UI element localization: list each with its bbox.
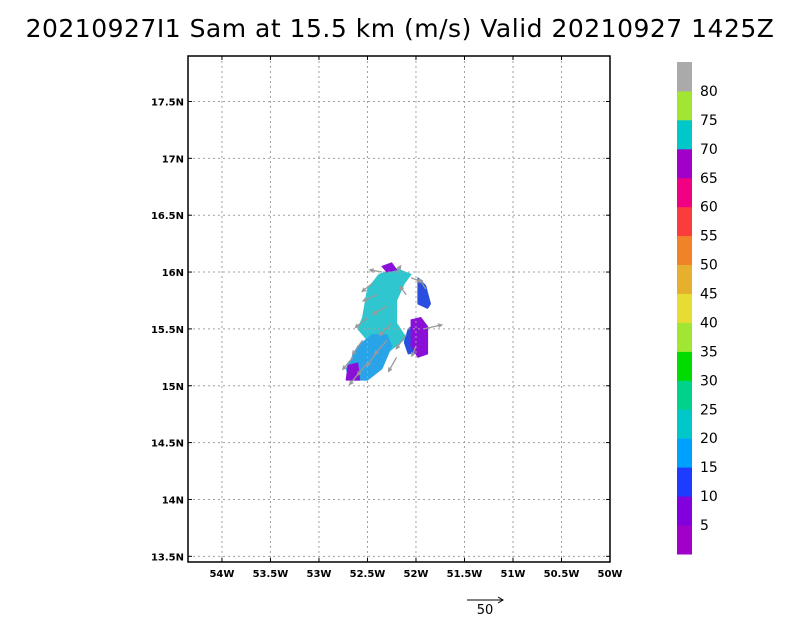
tick-label-x: 52.5W bbox=[350, 569, 386, 580]
tick-label-y: 14.5N bbox=[151, 439, 184, 450]
wind-vector bbox=[395, 334, 407, 349]
reference-vector: 50 bbox=[467, 596, 504, 618]
tick-label-x: 51W bbox=[501, 569, 526, 580]
colorbar-label: 60 bbox=[700, 200, 718, 216]
chart-title: 20210927I1 Sam at 15.5 km (m/s) Valid 20… bbox=[25, 14, 775, 43]
reference-label: 50 bbox=[477, 603, 494, 618]
colorbar-label: 5 bbox=[700, 518, 709, 534]
wind-vector-head bbox=[378, 331, 384, 337]
wind-vector-head bbox=[387, 367, 393, 373]
wind-area bbox=[381, 262, 398, 273]
wind-vector-head bbox=[396, 264, 402, 271]
colorbar-label: 80 bbox=[700, 84, 718, 100]
colorbar-label: 55 bbox=[700, 229, 718, 245]
tick-label-x: 50.5W bbox=[544, 569, 580, 580]
axis-ticks: 54W 53.5W 53W 52.5W 52W 51.5W 51W 50.5W 50W 13.5N… bbox=[151, 56, 623, 580]
colorbar-label: 45 bbox=[700, 287, 718, 303]
plot-frame bbox=[187, 55, 611, 563]
colorbar-swatch bbox=[677, 90, 692, 121]
wind-vector bbox=[419, 278, 427, 290]
tick-label-y: 17N bbox=[162, 154, 184, 165]
wind-vector bbox=[352, 339, 364, 355]
colorbar-swatch bbox=[677, 409, 692, 439]
colorbar-label: 15 bbox=[700, 460, 718, 476]
tick-label-x: 53.5W bbox=[253, 569, 289, 580]
colorbar-swatch bbox=[677, 467, 692, 497]
colorbar: 5 10 15 20 25 30 35 40 45 50 55 60 65 70 75 80 bbox=[677, 62, 718, 555]
tick-label-y: 14N bbox=[162, 495, 184, 506]
wind-vector bbox=[349, 373, 359, 385]
colorbar-label: 70 bbox=[700, 142, 718, 158]
colorbar-swatch bbox=[677, 148, 692, 179]
reference-arrow-head bbox=[497, 596, 504, 604]
colorbar-swatch bbox=[677, 264, 692, 294]
wind-vector bbox=[388, 357, 398, 372]
wind-vector-head bbox=[395, 344, 401, 350]
wind-vector-head bbox=[371, 310, 377, 315]
wind-vector-head bbox=[373, 350, 379, 356]
tick-label-x: 51.5W bbox=[447, 569, 483, 580]
wind-vector-head bbox=[356, 370, 362, 377]
wind-vector bbox=[399, 286, 407, 296]
tick-label-x: 54W bbox=[209, 569, 234, 580]
wind-vector-head bbox=[418, 277, 424, 284]
tick-label-y: 15.5N bbox=[151, 325, 184, 336]
wind-vector-head bbox=[368, 268, 375, 273]
wind-vector bbox=[356, 362, 368, 376]
colorbar-swatch bbox=[677, 525, 692, 555]
colorbar-swatch bbox=[677, 351, 692, 381]
colorbar-swatch bbox=[677, 62, 692, 92]
tick-label-y: 17.5N bbox=[151, 97, 184, 108]
tick-label-x: 50W bbox=[598, 569, 623, 580]
wind-vector-head bbox=[351, 350, 357, 356]
tick-label-y: 15N bbox=[162, 382, 184, 393]
wind-vector bbox=[355, 317, 368, 329]
colorbar-label: 25 bbox=[700, 402, 718, 418]
colorbar-swatch bbox=[677, 380, 692, 410]
wind-vector bbox=[342, 356, 354, 370]
colorbar-swatch bbox=[677, 322, 692, 352]
colorbar-swatch bbox=[677, 438, 692, 468]
wind-vector bbox=[423, 324, 442, 330]
wind-vector-head bbox=[411, 351, 416, 358]
colorbar-label: 30 bbox=[700, 373, 718, 389]
colorbar-label: 40 bbox=[700, 316, 718, 332]
wind-vector-head bbox=[399, 285, 405, 291]
grid-layer bbox=[188, 56, 611, 562]
colorbar-swatch bbox=[677, 177, 692, 208]
colorbar-label: 20 bbox=[700, 431, 718, 447]
wind-vector bbox=[379, 322, 393, 336]
wind-vector-head bbox=[348, 380, 354, 386]
wind-vector bbox=[372, 305, 388, 315]
wind-vector bbox=[362, 294, 378, 302]
colorbar-label: 65 bbox=[700, 171, 718, 187]
colorbar-swatch bbox=[677, 119, 692, 150]
map-layer bbox=[341, 262, 444, 386]
colorbar-label: 50 bbox=[700, 258, 718, 274]
wind-area bbox=[417, 277, 431, 309]
colorbar-label: 35 bbox=[700, 344, 718, 360]
colorbar-swatch bbox=[677, 496, 692, 526]
colorbar-swatch bbox=[677, 206, 692, 237]
tick-label-x: 52W bbox=[404, 569, 429, 580]
tick-label-y: 16.5N bbox=[151, 211, 184, 222]
tick-label-x: 53W bbox=[306, 569, 331, 580]
tick-label-y: 16N bbox=[162, 268, 184, 279]
tick-label-y: 13.5N bbox=[151, 552, 184, 563]
wind-vector-head bbox=[354, 323, 360, 329]
colorbar-label: 75 bbox=[700, 113, 718, 129]
wind-vector-head bbox=[341, 365, 347, 371]
wind-vector bbox=[374, 339, 388, 355]
wind-vector bbox=[411, 345, 417, 357]
wind-vector-head bbox=[437, 323, 444, 328]
wind-vector-head bbox=[361, 287, 367, 293]
wind-vector bbox=[369, 269, 383, 273]
colorbar-swatch bbox=[677, 293, 692, 323]
wind-vector-head bbox=[361, 297, 368, 302]
colorbar-swatch bbox=[677, 235, 692, 265]
colorbar-label: 10 bbox=[700, 489, 718, 505]
